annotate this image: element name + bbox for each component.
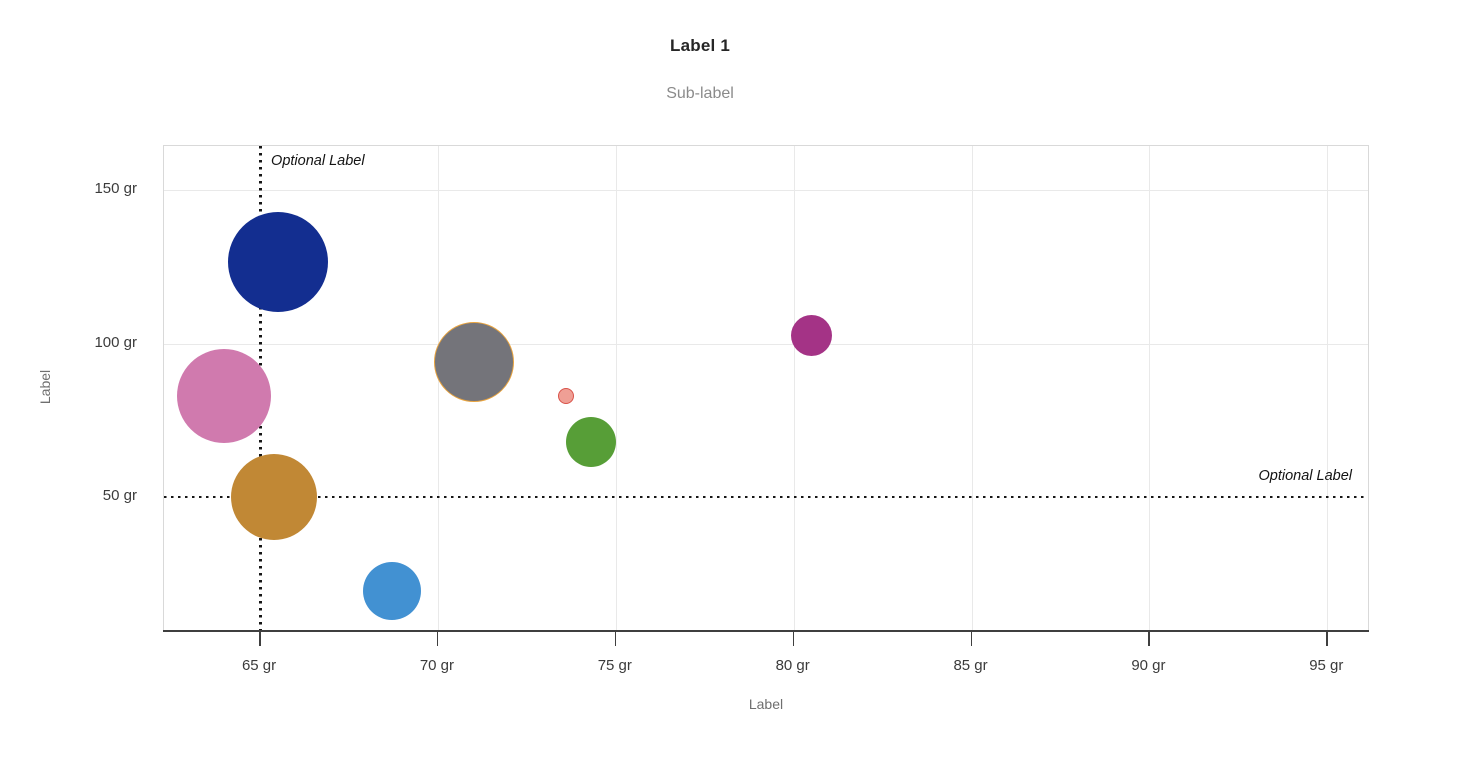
x-axis-tick-label: 95 gr — [1309, 657, 1344, 674]
gridline-vertical — [1327, 146, 1329, 630]
bubble[interactable] — [177, 348, 272, 443]
bubble[interactable] — [362, 561, 421, 620]
bubble[interactable] — [231, 453, 318, 540]
y-axis-tick-label: 100 gr — [94, 333, 137, 351]
x-axis-tick-label: 80 gr — [775, 657, 810, 674]
bubble[interactable] — [558, 387, 574, 404]
gridline-vertical — [971, 146, 973, 630]
gridline-horizontal — [164, 190, 1368, 192]
x-axis-tick-label: 85 gr — [953, 657, 988, 674]
x-axis-tick-label: 75 gr — [597, 657, 632, 674]
x-axis-tick — [259, 630, 261, 646]
gridline-vertical — [793, 146, 795, 630]
y-axis-tick-label: 150 gr — [94, 180, 137, 198]
x-axis-tick — [1148, 630, 1150, 646]
reference-line-label: Optional Label — [271, 153, 365, 169]
x-axis-tick — [614, 630, 617, 646]
gridline-vertical — [615, 146, 617, 630]
chart-title: Label 1 — [670, 36, 730, 55]
bubble[interactable] — [565, 416, 616, 467]
bubble[interactable] — [227, 212, 328, 313]
x-axis-tick-label: 65 gr — [241, 657, 277, 674]
gridline-vertical — [1149, 146, 1151, 630]
x-axis-tick — [792, 630, 795, 646]
x-axis-tick-label: 90 gr — [1131, 657, 1166, 674]
x-axis-title: Label — [748, 696, 784, 712]
x-axis-line — [163, 630, 1369, 632]
reference-line-horizontal — [164, 495, 1368, 499]
bubble[interactable] — [790, 315, 832, 357]
y-axis-tick-label: 50 gr — [102, 486, 137, 504]
x-axis-tick — [1326, 630, 1328, 646]
plot-area: Optional Label Optional Label — [163, 145, 1369, 630]
chart-subtitle: Sub-label — [666, 85, 734, 102]
bubble[interactable] — [433, 321, 514, 402]
y-axis-title: Label — [37, 369, 53, 405]
gridline-horizontal — [164, 343, 1368, 345]
gridline-vertical — [437, 146, 439, 630]
x-axis-tick — [436, 630, 439, 646]
x-axis-tick — [970, 630, 973, 646]
x-axis-tick-label: 70 gr — [419, 657, 455, 674]
reference-line-label: Optional Label — [1258, 467, 1352, 484]
